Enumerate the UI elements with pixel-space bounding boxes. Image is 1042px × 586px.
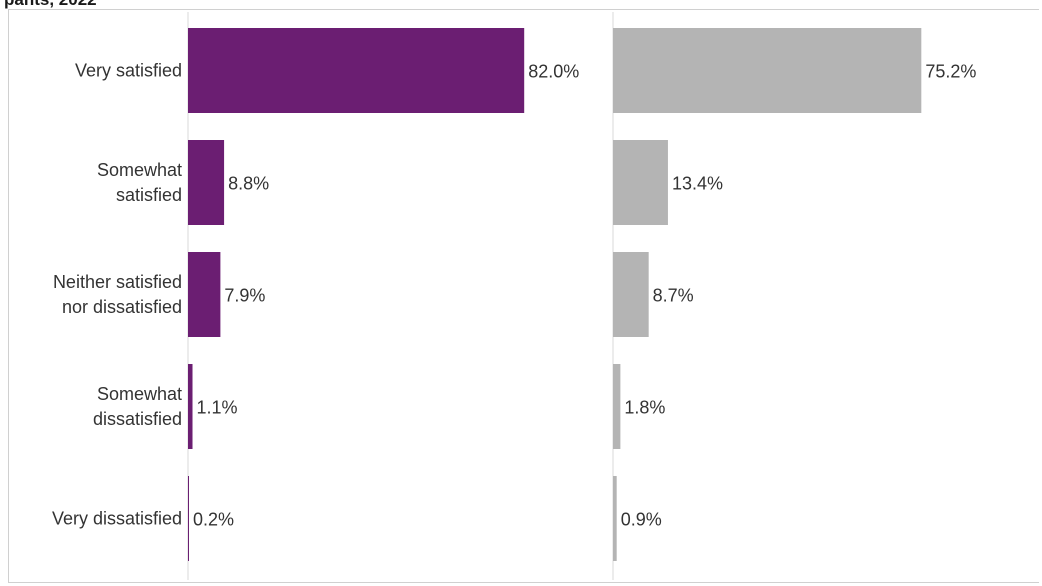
data-label: 82.0% — [528, 62, 579, 82]
data-label: 8.8% — [228, 174, 269, 194]
bar — [188, 252, 221, 337]
category-label-line: Somewhat — [97, 160, 182, 180]
bar — [613, 140, 668, 225]
data-label: 1.8% — [624, 398, 665, 418]
bar — [613, 252, 649, 337]
bar — [188, 28, 525, 113]
category-label: Somewhat satisfied — [97, 160, 182, 205]
data-label: 0.9% — [621, 510, 662, 530]
category-label-line: dissatisfied — [93, 409, 182, 429]
category-label: Somewhat dissatisfied — [93, 384, 182, 429]
category-label: Very dissatisfied — [52, 509, 182, 529]
bar — [613, 28, 922, 113]
data-label: 7.9% — [224, 286, 265, 306]
bar — [613, 476, 617, 561]
bar — [188, 364, 193, 449]
left-panel: 82.0% 8.8% 7.9% 1.1% 0.2% — [187, 12, 579, 580]
chart-title-fragment: pants, 2022 — [4, 0, 97, 9]
category-label: Very satisfied — [75, 61, 182, 81]
chart-frame — [8, 9, 1039, 583]
category-label-line: Very dissatisfied — [52, 509, 182, 529]
category-label: Neither satisfied nor dissatisfied — [53, 272, 182, 317]
bar — [613, 364, 621, 449]
category-label-line: Very satisfied — [75, 61, 182, 81]
data-label: 0.2% — [193, 510, 234, 530]
data-label: 1.1% — [197, 398, 238, 418]
bar — [188, 140, 225, 225]
data-label: 13.4% — [672, 174, 723, 194]
category-label-line: Neither satisfied — [53, 272, 182, 292]
right-panel: 75.2% 13.4% 8.7% 1.8% 0.9% — [612, 12, 976, 580]
category-label-line: Somewhat — [97, 384, 182, 404]
bar — [188, 476, 189, 561]
category-label-line: satisfied — [116, 185, 182, 205]
data-label: 8.7% — [653, 286, 694, 306]
data-label: 75.2% — [925, 62, 976, 82]
category-label-line: nor dissatisfied — [62, 297, 182, 317]
category-labels: Very satisfied Somewhat satisfied Neither s… — [52, 61, 182, 529]
